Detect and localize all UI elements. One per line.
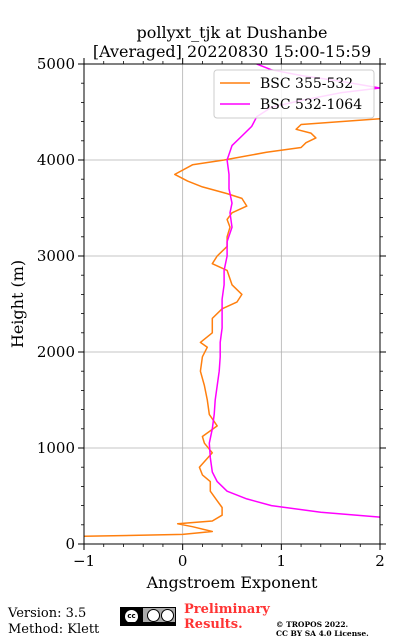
series-line-bsc-355-532 (84, 117, 380, 538)
y-tick-label: 0 (65, 535, 75, 553)
axis-ticks (78, 58, 386, 550)
cc-strip (121, 622, 175, 625)
cc-license-logo[interactable]: cc (120, 607, 176, 626)
copyright-line-1: © TROPOS 2022. (276, 620, 349, 629)
chart-title-line-1: pollyxt_tjk at Dushanbe (136, 23, 327, 42)
x-tick-label: 2 (375, 552, 385, 570)
preliminary-line-1: Preliminary (184, 602, 270, 617)
footer-info: Version: 3.5 Method: Klett (8, 606, 99, 638)
version-text: Version: 3.5 (8, 606, 87, 621)
y-tick-label: 1000 (37, 439, 75, 457)
by-icon (147, 609, 160, 622)
x-tick-label: 1 (277, 552, 287, 570)
legend-box (213, 69, 375, 119)
y-tick-label: 2000 (37, 343, 75, 361)
y-tick-label: 4000 (37, 151, 75, 169)
x-axis-label: Angstroem Exponent (146, 573, 318, 592)
preliminary-notice: Preliminary Results. (184, 602, 270, 632)
legend: BSC 355-532 BSC 532-1064 (213, 69, 375, 119)
copyright-notice: © TROPOS 2022. CC BY SA 4.0 License. (276, 620, 369, 638)
y-axis-label: Height (m) (8, 260, 27, 348)
chart-title-line-2: [Averaged] 20220830 15:00-15:59 (93, 42, 371, 61)
legend-label-bsc-532-1064: BSC 532-1064 (260, 97, 362, 113)
x-tick-label: −1 (73, 552, 95, 570)
y-tick-label: 5000 (37, 55, 75, 73)
method-text: Method: Klett (8, 622, 100, 637)
copyright-line-2: CC BY SA 4.0 License. (276, 629, 369, 638)
y-tick-label: 3000 (37, 247, 75, 265)
plot-frame (83, 63, 381, 545)
plot-area (84, 64, 380, 538)
preliminary-line-2: Results. (184, 617, 243, 632)
x-tick-label: 0 (178, 552, 188, 570)
legend-label-bsc-355-532: BSC 355-532 (260, 76, 353, 92)
series-lines (84, 64, 380, 538)
series-line-bsc-532-1064 (208, 64, 380, 518)
sa-icon (161, 609, 174, 622)
